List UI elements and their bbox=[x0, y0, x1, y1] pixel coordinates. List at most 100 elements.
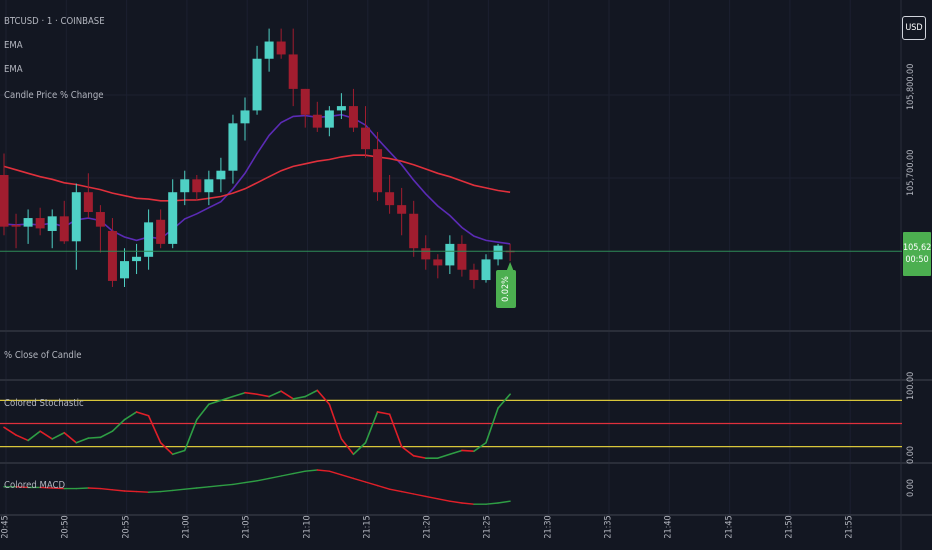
stoch-segment bbox=[340, 438, 355, 456]
macd-segment bbox=[280, 472, 294, 477]
macd-segment bbox=[135, 490, 150, 493]
macd-segment bbox=[111, 489, 126, 492]
stoch-segment bbox=[75, 437, 90, 444]
macd-segment bbox=[51, 487, 65, 490]
stoch-segment bbox=[497, 393, 511, 409]
candle-pct-label: 0.02% bbox=[496, 270, 516, 308]
macd-segment bbox=[39, 486, 53, 489]
candle-body bbox=[59, 216, 69, 242]
y-tick-stoch-top: 100.00 bbox=[906, 371, 916, 400]
ema-legend-2[interactable]: EMA bbox=[4, 64, 23, 75]
candle-body bbox=[493, 245, 503, 260]
candle-body bbox=[445, 243, 455, 266]
ema-legend-1[interactable]: EMA bbox=[4, 40, 23, 51]
last-price-value: 105,621.45 bbox=[903, 243, 932, 253]
grid-lines bbox=[0, 0, 900, 515]
candle-body bbox=[264, 41, 274, 59]
stoch-segment bbox=[412, 455, 427, 459]
candle-body bbox=[83, 192, 93, 213]
macd-segment bbox=[328, 470, 343, 476]
stoch-segment bbox=[135, 411, 150, 417]
stoch-segment bbox=[268, 390, 282, 398]
candle-body bbox=[120, 261, 129, 279]
y-tick-price-1: 105,800.00 bbox=[906, 63, 916, 110]
symbol-title[interactable]: BTCUSD · 1 · COINBASE bbox=[4, 16, 105, 27]
candle-body bbox=[288, 54, 298, 89]
candle-body bbox=[336, 106, 346, 111]
candle-body bbox=[312, 114, 322, 128]
stoch-segment bbox=[147, 414, 162, 444]
macd-segment bbox=[196, 486, 210, 489]
candle-body bbox=[252, 58, 262, 111]
x-tick-label: 21:20 bbox=[422, 515, 433, 539]
macd-segment bbox=[208, 484, 222, 488]
stoch-segment bbox=[400, 445, 415, 457]
macd-segment bbox=[485, 502, 499, 505]
candle-body bbox=[35, 218, 45, 229]
candle-body bbox=[240, 110, 250, 124]
macd-segment bbox=[376, 484, 391, 490]
y-tick-price-2: 105,700.00 bbox=[906, 149, 916, 196]
candle-pct-value: 0.02% bbox=[501, 276, 511, 302]
macd-segment bbox=[413, 493, 427, 498]
stoch-segment bbox=[196, 403, 210, 421]
macd-segment bbox=[123, 490, 138, 493]
pct-label-pointer bbox=[506, 262, 515, 272]
candle-body bbox=[409, 213, 419, 249]
macd-segment bbox=[437, 498, 451, 502]
stoch-segment bbox=[316, 389, 331, 406]
stoch-segment bbox=[27, 430, 41, 442]
stoch-segment bbox=[485, 407, 499, 444]
stochastic-pane bbox=[0, 389, 902, 459]
macd-segment bbox=[364, 481, 379, 487]
candle-body bbox=[168, 192, 178, 244]
stoch-segment bbox=[244, 391, 258, 396]
macd-pane-title[interactable]: Colored MACD bbox=[4, 480, 66, 491]
stoch-segment bbox=[461, 449, 475, 453]
candle-body bbox=[457, 243, 467, 270]
candle-body bbox=[361, 127, 370, 150]
indicator-legend[interactable]: Candle Price % Change bbox=[4, 90, 104, 101]
ema-line-1 bbox=[3, 113, 511, 245]
stoch-segment bbox=[171, 449, 186, 456]
stoch-segment bbox=[183, 418, 198, 452]
y-tick-macd-zero: 0.00 bbox=[906, 478, 916, 497]
close-pct-pane-title[interactable]: % Close of Candle bbox=[4, 350, 82, 361]
last-price-tag: 105,621.45 00:50 bbox=[903, 232, 932, 276]
candle-body bbox=[180, 179, 190, 193]
candle-body bbox=[0, 175, 9, 227]
currency-button[interactable]: USD bbox=[902, 16, 926, 40]
macd-segment bbox=[256, 477, 270, 482]
stoch-segment bbox=[352, 441, 367, 456]
macd-segment bbox=[449, 500, 463, 504]
candle-body bbox=[132, 256, 142, 262]
candle-body bbox=[192, 179, 202, 193]
macd-segment bbox=[352, 477, 367, 483]
stoch-segment bbox=[15, 434, 29, 442]
stoch-segment bbox=[111, 418, 126, 433]
x-tick-label: 21:30 bbox=[543, 515, 554, 539]
macd-segment bbox=[159, 489, 174, 493]
stoch-pane-title[interactable]: Colored Stochastic bbox=[4, 398, 84, 409]
stoch-segment bbox=[449, 449, 463, 456]
stoch-segment bbox=[436, 453, 451, 459]
candle-body bbox=[300, 88, 310, 115]
macd-segment bbox=[292, 470, 306, 475]
macd-segment bbox=[400, 490, 415, 495]
candle-body bbox=[397, 205, 407, 214]
macd-segment bbox=[316, 469, 331, 472]
macd-segment bbox=[244, 480, 258, 484]
stoch-segment bbox=[473, 441, 487, 453]
x-tick-label: 20:45 bbox=[0, 515, 11, 539]
x-tick-label: 21:35 bbox=[603, 515, 614, 539]
stoch-segment bbox=[292, 395, 307, 400]
stoch-segment bbox=[3, 426, 17, 436]
stoch-segment bbox=[208, 399, 222, 406]
stoch-segment bbox=[63, 431, 78, 444]
candle-body bbox=[348, 106, 358, 128]
stoch-segment bbox=[388, 413, 403, 448]
macd-segment bbox=[147, 490, 162, 493]
candle-body bbox=[469, 269, 479, 281]
